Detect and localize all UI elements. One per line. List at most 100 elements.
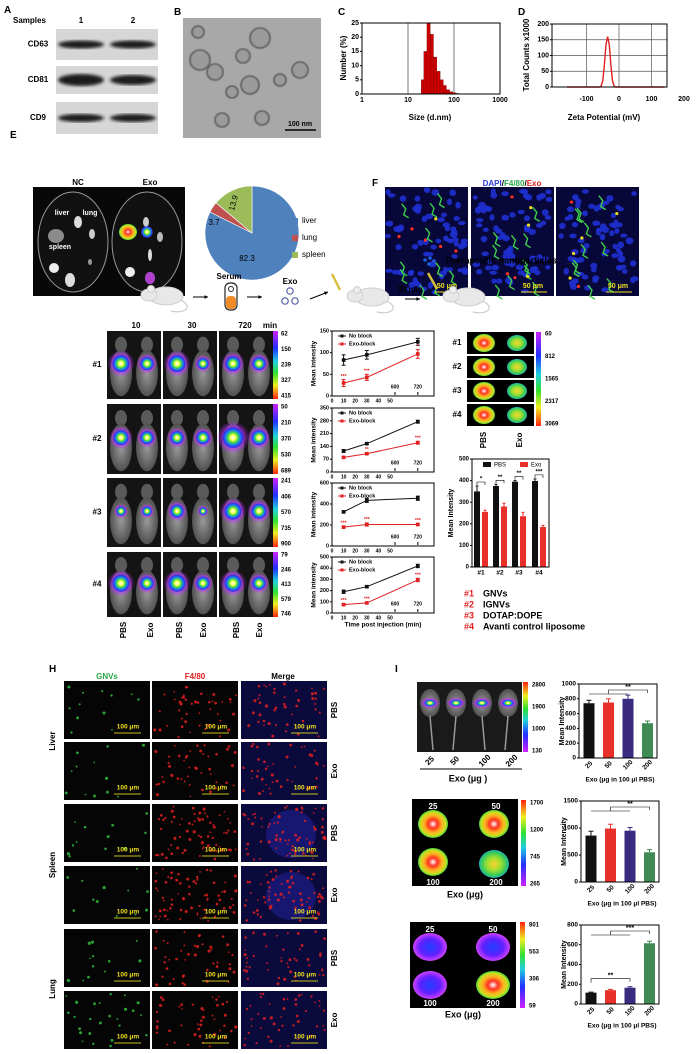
y-tick-label: 400: [320, 501, 329, 507]
image-background: [64, 991, 150, 1049]
nucleus: [617, 250, 624, 257]
fluorescent-spot: [311, 857, 314, 860]
colorbar: [523, 682, 528, 752]
fluorescent-spot: [286, 879, 290, 883]
mouse-head: [227, 483, 239, 500]
fluorescent-spot: [279, 840, 282, 843]
condition-label: PBS: [330, 701, 339, 718]
fluorescent-spot: [177, 873, 180, 876]
fluorescent-spot: [208, 1045, 211, 1048]
nucleus: [412, 205, 420, 212]
fluorescent-spot: [296, 931, 300, 935]
fluorescent-spot: [198, 854, 201, 857]
colorbar-tick-label: 306: [529, 977, 540, 983]
y-tick-label: 0: [574, 1001, 578, 1008]
fluorescent-spot: [320, 830, 324, 834]
fluorescent-spot: [272, 1022, 276, 1026]
tissue-image: 100 μm: [241, 929, 327, 987]
fluorescent-spot: [81, 1040, 84, 1043]
nucleus: [614, 227, 620, 235]
data-point: [365, 353, 369, 357]
fluorescent-spot: [247, 1031, 250, 1035]
tissue-image: 100 μm: [64, 991, 150, 1049]
fluorescent-spot: [315, 777, 318, 780]
significance-label: ***: [341, 598, 347, 604]
fluorescent-spot: [155, 930, 158, 933]
fluorescent-spot: [227, 745, 231, 748]
fluorescent-spot: [205, 893, 209, 897]
data-point: [365, 498, 369, 503]
fluorescent-spot: [245, 965, 248, 968]
colorbar-tick-label: 812: [545, 354, 556, 360]
fluorescent-spot: [300, 944, 304, 947]
fluorescent-spot: [194, 882, 198, 885]
legend-label: No block: [349, 559, 373, 565]
y-tick-label: 0: [572, 755, 576, 762]
fluorescent-spot: [172, 815, 176, 819]
nucleus: [450, 226, 457, 232]
exo-signal: [580, 236, 584, 240]
fluorescent-spot: [321, 807, 325, 810]
fluorescent-spot: [251, 711, 255, 715]
chart-c-size-distribution: 0 5 10 15 20 25 1 10 100 1000 Size (d.nm) Number (%…: [339, 20, 508, 122]
time-unit-label: min: [263, 321, 277, 330]
fluorescent-spot: [273, 687, 276, 691]
nucleus: [444, 225, 451, 232]
series-line: [343, 579, 419, 606]
nucleus: [449, 189, 457, 197]
fluorescent-spot: [199, 871, 201, 873]
mouse-tail: [481, 715, 486, 751]
fluorescent-spot: [234, 848, 237, 851]
legend-swatch: [292, 218, 298, 224]
fluorescent-spot: [286, 998, 289, 1000]
fluorescent-spot: [173, 1041, 176, 1044]
exo-signal: [568, 276, 572, 280]
significance-bracket: [476, 481, 486, 485]
nucleus: [446, 198, 453, 206]
fluorescent-spot: [319, 952, 322, 955]
fluorescent-spot: [246, 961, 249, 964]
fluorescent-spot: [117, 795, 119, 798]
nucleus: [501, 214, 510, 221]
fluorescent-spot: [167, 1029, 170, 1032]
fluorescent-spot: [193, 820, 196, 823]
fluorescent-spot: [254, 816, 257, 819]
f4-80-signal: [523, 233, 531, 249]
fluorescent-spot: [309, 1034, 313, 1038]
fluorescent-spot: [249, 891, 252, 894]
fluorescent-spot: [229, 701, 232, 704]
fluorescent-spot: [75, 1000, 79, 1004]
fluorescent-spot: [163, 961, 166, 964]
nucleus: [387, 193, 396, 198]
significance-label: *: [417, 344, 419, 350]
significance-label: **: [517, 471, 522, 477]
y-tick-label: 70: [323, 457, 329, 463]
signal-hotspot: [196, 576, 210, 591]
scale-bar-label: 50 μm: [437, 283, 457, 290]
fluorescent-spot: [105, 790, 109, 794]
y-tick-label: 100: [459, 543, 470, 549]
fluorescent-spot: [180, 1003, 183, 1007]
fluorescent-spot: [172, 805, 175, 808]
fluorescent-spot: [255, 775, 259, 778]
fluorescent-spot: [261, 825, 263, 828]
fluorescent-spot: [297, 1038, 299, 1041]
fluorescent-spot: [173, 744, 176, 747]
fluorescent-spot: [257, 697, 260, 700]
y-tick-label: 0: [326, 543, 329, 549]
colorbar-tick-label: 327: [281, 378, 292, 384]
mouse-ear: [147, 285, 155, 293]
fluorescent-spot: [285, 723, 289, 727]
nucleus: [435, 238, 442, 244]
colorbar-tick-label: 801: [529, 923, 540, 929]
fluorescent-spot: [271, 877, 275, 881]
fluorescent-spot: [70, 770, 73, 773]
fluorescent-spot: [256, 913, 260, 916]
fluorescent-spot: [98, 1002, 101, 1004]
fluorescent-spot: [248, 966, 251, 969]
fluorescent-spot: [188, 822, 191, 825]
data-point: [341, 381, 346, 385]
fluorescent-spot: [308, 842, 311, 846]
colorbar-tick-label: 62: [281, 332, 288, 338]
fluorescent-spot: [261, 790, 264, 793]
